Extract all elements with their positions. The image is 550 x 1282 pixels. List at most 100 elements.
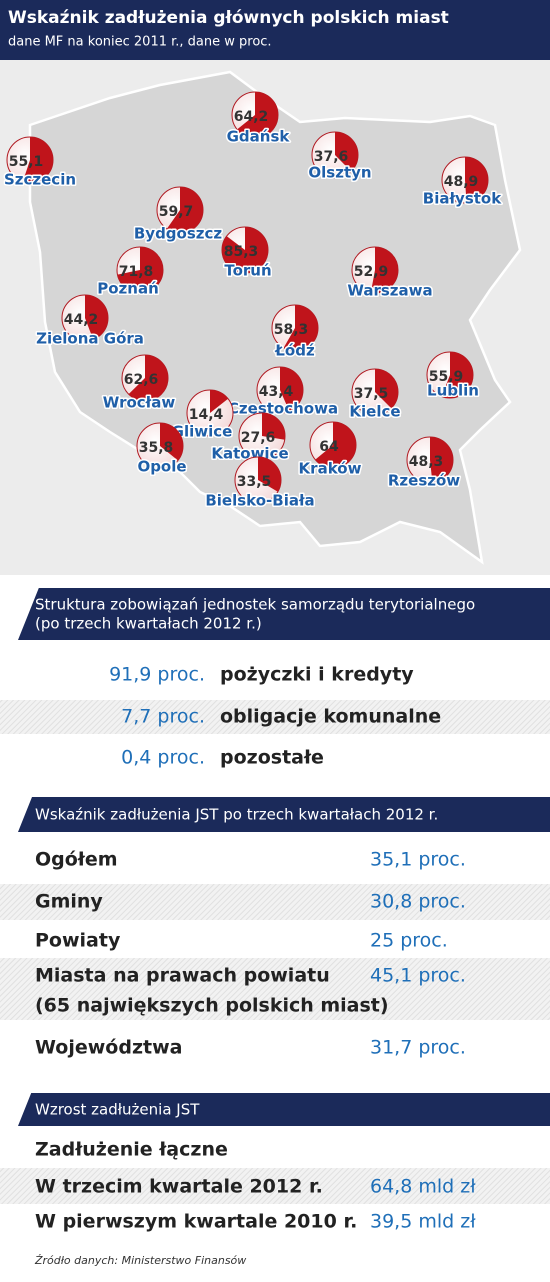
city-label: Opole xyxy=(137,458,186,476)
city-label: Lublin xyxy=(427,382,479,400)
section-banner xyxy=(18,588,550,640)
row-stripe xyxy=(0,1168,550,1204)
pie-wedge xyxy=(315,422,357,468)
pie-wedge xyxy=(262,413,285,440)
pie-value: 64,2 xyxy=(234,109,269,125)
header-band xyxy=(0,0,550,60)
row-value: 25 proc. xyxy=(370,930,448,952)
pie-value: 58,3 xyxy=(274,322,309,338)
row-label: Województwa xyxy=(35,1037,182,1059)
city-label: Bydgoszcz xyxy=(134,225,223,243)
row-stripe xyxy=(0,958,550,1020)
pie-value: 44,2 xyxy=(64,312,99,328)
row-value: 30,8 proc. xyxy=(370,891,466,913)
row-label: W pierwszym kwartale 2010 r. xyxy=(35,1211,357,1233)
pie-value: 55,9 xyxy=(429,369,464,385)
city-label: Rzeszów xyxy=(388,472,460,490)
row-stripe xyxy=(0,700,550,734)
city-label: Gdańsk xyxy=(227,128,291,146)
city-label: Kraków xyxy=(299,460,362,478)
city-label: Olsztyn xyxy=(308,164,371,182)
pie-value: 43,4 xyxy=(259,384,294,400)
row-value: 31,7 proc. xyxy=(370,1037,466,1059)
section-title: Wzrost zadłużenia JST xyxy=(35,1101,200,1119)
row-label: Ogółem xyxy=(35,849,118,871)
pie-wedge xyxy=(375,369,399,409)
section-banner xyxy=(18,797,550,832)
pie-value: 64 xyxy=(319,439,339,455)
pie-wedge xyxy=(370,247,399,294)
pie-wedge xyxy=(280,367,303,412)
city-label: Toruń xyxy=(224,262,271,280)
row-label: Miasta na prawach powiatu xyxy=(35,965,330,987)
section-subtitle: (po trzech kwartałach 2012 r.) xyxy=(35,615,262,633)
city-label: Łódź xyxy=(274,342,315,360)
row-stripe xyxy=(0,884,550,920)
city-label: Bielsko-Biała xyxy=(205,492,314,510)
pie-wedge xyxy=(117,247,163,293)
row-label: Gminy xyxy=(35,891,103,913)
city-label: Warszawa xyxy=(347,282,432,300)
pie-wedge xyxy=(85,295,108,340)
pie-wedge xyxy=(465,157,488,203)
city-label: Częstochowa xyxy=(228,400,338,418)
source: Źródło danych: Ministerstwo Finansów xyxy=(34,1254,246,1267)
tables: Struktura zobowiązań jednostek samorządu… xyxy=(0,588,550,1233)
row-label: pozostałe xyxy=(220,747,324,769)
pie-wedge xyxy=(335,132,358,172)
pie-value: 59,7 xyxy=(159,204,194,220)
row-label: W trzecim kwartale 2012 r. xyxy=(35,1176,323,1198)
title: Wskaźnik zadłużenia głównych polskich mi… xyxy=(8,8,449,28)
row-value: 0,4 proc. xyxy=(121,747,205,769)
pie-value: 37,5 xyxy=(354,386,389,402)
row-value: 7,7 proc. xyxy=(121,706,205,728)
pie-wedge xyxy=(166,187,203,233)
city-label: Zielona Góra xyxy=(36,330,144,348)
pie-value: 62,6 xyxy=(124,372,159,388)
city-label: Kielce xyxy=(349,403,400,421)
city-label: Gliwice xyxy=(172,423,233,441)
pie-value: 48,3 xyxy=(409,454,444,470)
city-label: Poznań xyxy=(97,280,159,298)
pie-value: 37,6 xyxy=(314,149,349,165)
row-label: (65 największych polskich miast) xyxy=(35,995,389,1017)
pie-value: 55,1 xyxy=(9,154,44,170)
section-title: Struktura zobowiązań jednostek samorządu… xyxy=(35,596,475,614)
pie-wedge xyxy=(258,457,281,492)
row-value: 35,1 proc. xyxy=(370,849,466,871)
pie-wedge xyxy=(283,305,319,351)
pie-value: 27,6 xyxy=(241,430,276,446)
city-label: Wrocław xyxy=(103,394,176,412)
row-label: pożyczki i kredyty xyxy=(220,664,414,686)
row-value: 39,5 mld zł xyxy=(370,1211,476,1233)
pie-wedge xyxy=(128,355,169,401)
pie-value: 35,8 xyxy=(139,440,174,456)
subtitle: dane MF na koniec 2011 r., dane w proc. xyxy=(8,35,272,50)
row-value: 64,8 mld zł xyxy=(370,1176,476,1198)
pie-wedge xyxy=(441,352,474,398)
pie-wedge xyxy=(237,92,278,138)
row-value: 45,1 proc. xyxy=(370,965,466,987)
pie-value: 48,9 xyxy=(444,174,479,190)
row-value: 91,9 proc. xyxy=(109,664,205,686)
section-title: Wskaźnik zadłużenia JST po trzech kwarta… xyxy=(35,806,438,824)
pie-wedge xyxy=(22,137,54,183)
city-label: Szczecin xyxy=(4,171,76,189)
section-banner xyxy=(18,1093,550,1126)
row-label: Zadłużenie łączne xyxy=(35,1139,228,1161)
pie-wedge xyxy=(210,390,229,413)
pie-value: 85,3 xyxy=(224,244,259,260)
pie-wedge xyxy=(160,423,183,461)
pie-value: 71,8 xyxy=(119,264,154,280)
pie-wedge xyxy=(430,437,453,483)
row-label: Powiaty xyxy=(35,930,121,952)
city-label: Katowice xyxy=(211,445,288,463)
pie-value: 52,9 xyxy=(354,264,389,280)
row-label: obligacje komunalne xyxy=(220,706,441,728)
city-label: Białystok xyxy=(423,190,502,208)
pie-wedge xyxy=(221,227,268,274)
pie-value: 14,4 xyxy=(189,407,224,423)
pie-value: 33,5 xyxy=(237,474,272,490)
